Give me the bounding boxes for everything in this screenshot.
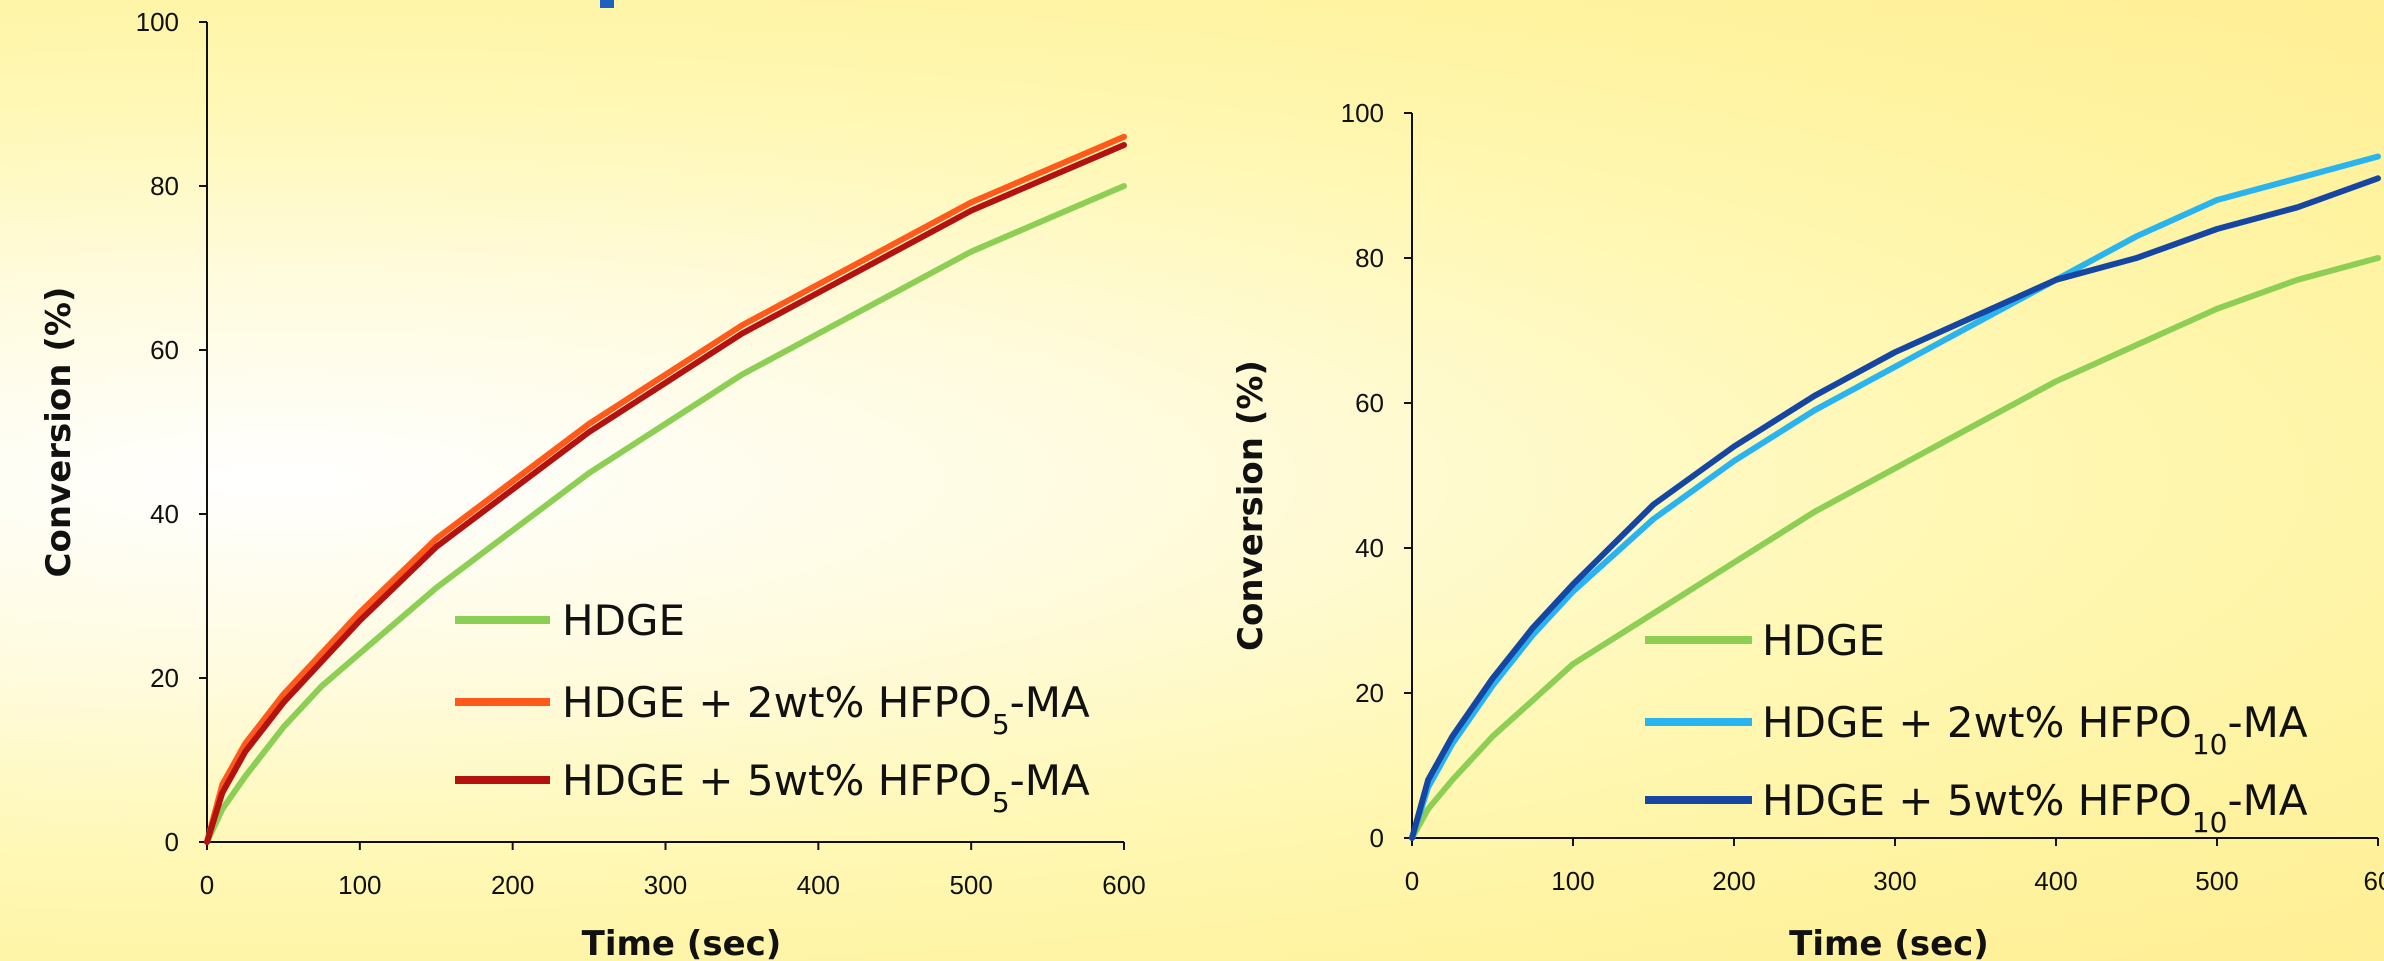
y-axis-title: Conversion (%) xyxy=(1231,360,1271,651)
x-tick-label: 400 xyxy=(797,870,840,900)
right-chart: 0 20 40 60 80 100 0 100 200 300 400 500 60 Conversion… xyxy=(1231,98,2384,961)
x-tick-label: 60 xyxy=(2364,866,2384,896)
x-tick-label: 100 xyxy=(1551,866,1594,896)
series-line-3 xyxy=(1409,175,2381,841)
x-tick-label: 500 xyxy=(2195,866,2238,896)
y-tick-label: 80 xyxy=(1355,243,1384,273)
x-tick-label: 300 xyxy=(644,870,687,900)
x-tick-label: 600 xyxy=(1102,870,1145,900)
y-tick-label: 100 xyxy=(1341,98,1384,128)
x-tick-label: 0 xyxy=(200,870,214,900)
x-tick-label: 200 xyxy=(1712,866,1755,896)
x-tick-label: 400 xyxy=(2034,866,2077,896)
series-line-1 xyxy=(1409,255,2381,841)
series-line-3 xyxy=(204,142,1127,845)
x-tick-label: 200 xyxy=(491,870,534,900)
y-tick-label: 0 xyxy=(1370,823,1384,853)
y-tick-label: 20 xyxy=(1355,678,1384,708)
y-tick-label: 0 xyxy=(165,827,179,857)
series-line-1 xyxy=(204,183,1127,845)
left-chart: 0 20 40 60 80 100 0 100 200 300 400 500 600 Conversio… xyxy=(39,7,1146,961)
legend-entry: HDGE xyxy=(1762,616,1885,665)
y-tick-label: 60 xyxy=(1355,388,1384,418)
y-tick-label: 40 xyxy=(1355,533,1384,563)
y-tick-label: 20 xyxy=(150,663,179,693)
series-line-2 xyxy=(1409,153,2381,841)
x-tick-label: 0 xyxy=(1405,866,1419,896)
legend-entry: HDGE + 5wt% HFPO10-MA xyxy=(1762,776,2308,839)
y-tick-label: 60 xyxy=(150,335,179,365)
legend-entry: HDGE xyxy=(562,596,685,645)
y-tick-label: 80 xyxy=(150,171,179,201)
series-line-2 xyxy=(204,133,1127,845)
legend-entry: HDGE + 2wt% HFPO5-MA xyxy=(562,678,1090,741)
x-tick-label: 100 xyxy=(338,870,381,900)
x-axis-title: Time (sec) xyxy=(1789,924,1989,961)
x-tick-label: 300 xyxy=(1873,866,1916,896)
cropped-title-fragment xyxy=(600,0,614,8)
y-tick-label: 100 xyxy=(136,7,179,37)
x-tick-label: 500 xyxy=(949,870,992,900)
y-tick-label: 40 xyxy=(150,499,179,529)
legend-entry: HDGE + 5wt% HFPO5-MA xyxy=(562,756,1090,819)
x-axis-title: Time (sec) xyxy=(582,924,782,961)
legend-entry: HDGE + 2wt% HFPO10-MA xyxy=(1762,698,2308,761)
y-axis-title: Conversion (%) xyxy=(39,287,79,578)
